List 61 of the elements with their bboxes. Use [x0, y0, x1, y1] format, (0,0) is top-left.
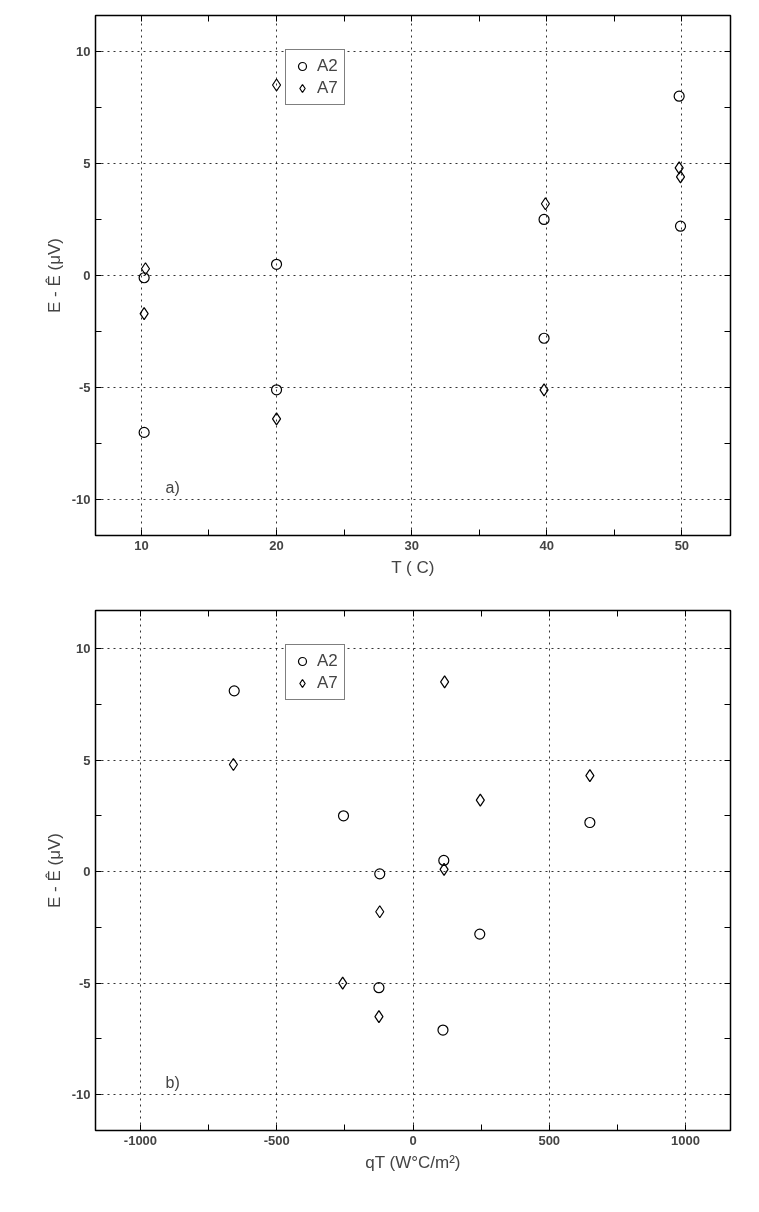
point — [474, 928, 486, 940]
y-tick-label: 5 — [83, 752, 91, 768]
x-axis-title: qT (W°C/m²) — [365, 1152, 461, 1172]
point — [138, 426, 150, 438]
y-tick-label: -10 — [71, 1087, 91, 1103]
legend-label: A7 — [317, 78, 338, 98]
point — [540, 197, 550, 211]
point — [271, 78, 282, 92]
point — [585, 769, 595, 783]
x-tick-label: 0 — [409, 1132, 417, 1148]
point — [539, 383, 549, 397]
point — [270, 258, 283, 270]
x-tick-label: 10 — [134, 537, 149, 553]
point — [270, 384, 283, 396]
x-tick-label: 500 — [538, 1132, 561, 1148]
y-axis-title: E - Ê (μV) — [44, 833, 64, 908]
y-tick-label: -10 — [71, 492, 91, 508]
annotation: b) — [165, 1073, 180, 1091]
x-tick-label: -1000 — [123, 1132, 158, 1148]
point — [228, 685, 240, 697]
y-tick-label: -5 — [78, 380, 91, 396]
y-tick-label: -5 — [78, 975, 91, 991]
point — [138, 272, 150, 284]
y-tick-label: 0 — [83, 268, 91, 283]
y-tick-label: 10 — [76, 43, 91, 59]
point — [139, 307, 149, 321]
point — [373, 982, 385, 994]
point — [271, 412, 282, 426]
y-axis-title: E - Ê (μV) — [44, 238, 64, 313]
y-tick-label: 5 — [83, 155, 91, 171]
point — [584, 816, 596, 829]
point — [673, 90, 685, 102]
point — [438, 854, 450, 867]
legend-label: A2 — [317, 56, 338, 76]
point — [538, 332, 550, 344]
x-tick-label: 20 — [269, 537, 284, 553]
point — [338, 976, 348, 990]
x-axis-title: T ( C) — [391, 557, 435, 577]
x-tick-label: 40 — [539, 537, 554, 553]
point — [374, 1010, 384, 1024]
point — [375, 905, 385, 919]
point — [674, 161, 684, 175]
point — [140, 262, 151, 276]
legend-label: A7 — [317, 673, 338, 693]
point — [538, 213, 550, 226]
legend-label: A2 — [317, 651, 338, 671]
x-tick-label: -500 — [263, 1132, 290, 1148]
point — [374, 868, 386, 880]
x-tick-label: 30 — [404, 537, 419, 553]
y-tick-label: 0 — [83, 864, 91, 880]
point — [439, 862, 449, 876]
point — [440, 675, 450, 689]
point — [337, 810, 350, 822]
point — [475, 793, 485, 807]
x-tick-label: 50 — [674, 537, 690, 553]
y-tick-label: 10 — [76, 640, 91, 656]
point — [674, 220, 687, 232]
annotation: a) — [165, 478, 180, 496]
point — [675, 170, 686, 184]
point — [437, 1024, 449, 1036]
x-tick-label: 1000 — [671, 1132, 700, 1148]
